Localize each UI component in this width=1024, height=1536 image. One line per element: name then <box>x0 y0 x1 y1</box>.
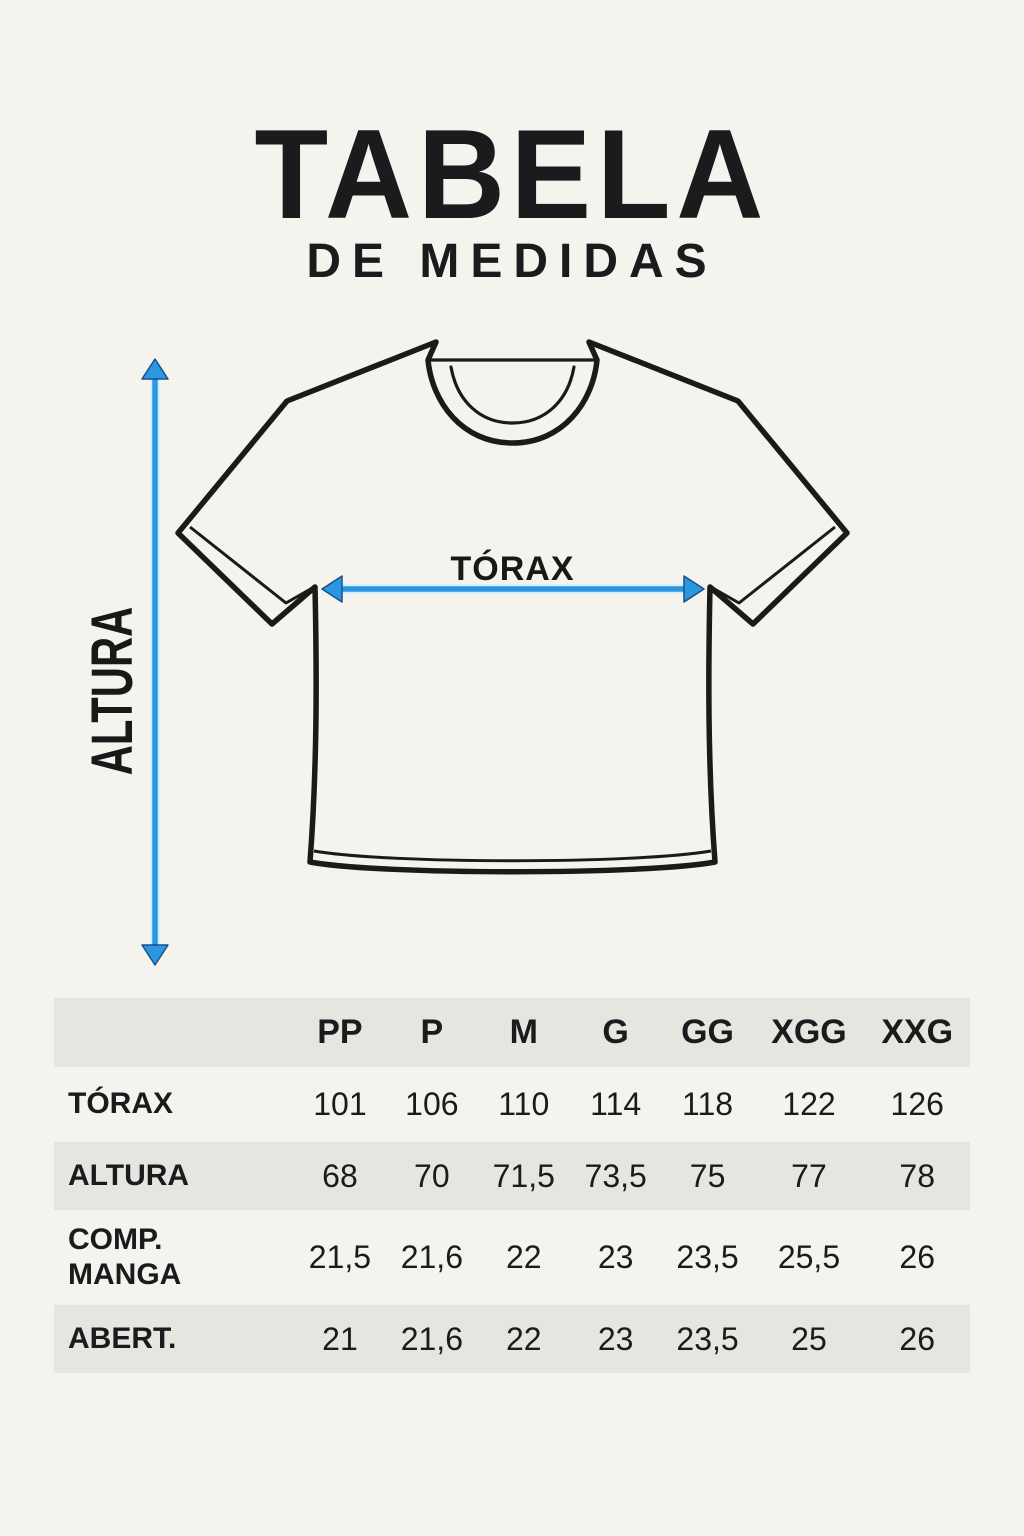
svg-text:ALTURA: ALTURA <box>79 607 144 775</box>
svg-text:TÓRAX: TÓRAX <box>451 550 575 588</box>
